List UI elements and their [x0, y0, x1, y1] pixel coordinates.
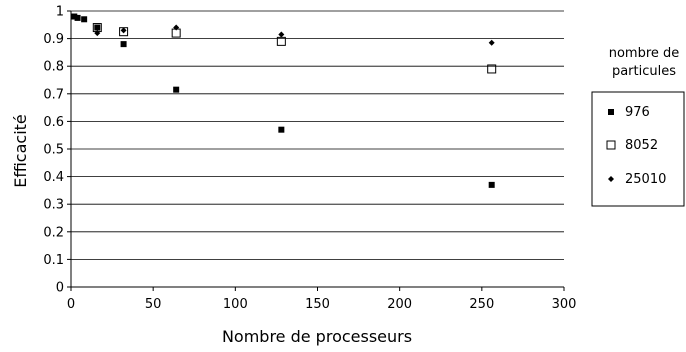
data-point-25010: [120, 27, 127, 34]
y-tick-label: 0.2: [43, 225, 64, 240]
y-tick-label: 0.3: [43, 198, 64, 213]
x-tick-label: 0: [67, 297, 75, 312]
y-axis-title: Efficacité: [11, 114, 30, 188]
data-point-25010: [488, 39, 495, 46]
data-point-976: [278, 126, 285, 133]
y-tick-label: 0.6: [43, 115, 64, 130]
data-point-8052: [487, 64, 497, 74]
x-tick-label: 200: [387, 297, 412, 312]
legend-label: 976: [625, 105, 650, 120]
data-point-976: [81, 16, 88, 23]
data-point-25010: [173, 24, 180, 31]
data-point-976: [120, 41, 127, 48]
y-tick-label: 0.1: [43, 253, 64, 268]
x-tick-label: 50: [145, 297, 162, 312]
gridlines: [71, 10, 564, 260]
x-axis-title: Nombre de processeurs: [222, 327, 412, 346]
legend-title-line-1: nombre de: [609, 46, 680, 61]
data-point-976: [94, 24, 101, 31]
data-point-976: [74, 14, 81, 21]
y-tick-label: 0.7: [43, 87, 64, 102]
x-tick-label: 150: [305, 297, 330, 312]
y-tick-label: 1: [56, 5, 64, 20]
data-points: [71, 13, 497, 188]
legend: 976 8052 25010: [591, 91, 685, 207]
y-tick-label: 0.8: [43, 60, 64, 75]
x-tick-label: 250: [469, 297, 494, 312]
y-tick-label: 0.9: [43, 32, 64, 47]
data-point-976: [488, 181, 495, 188]
data-point-25010: [94, 30, 101, 37]
axes: [67, 10, 565, 291]
x-tick-label: 300: [552, 297, 577, 312]
data-point-976: [173, 86, 180, 93]
data-point-25010: [278, 31, 285, 38]
legend-marker-8052: [606, 140, 616, 150]
legend-label: 8052: [625, 138, 658, 153]
legend-marker-25010: [608, 176, 614, 182]
y-tick-label: 0.5: [43, 143, 64, 158]
x-tick-label: 100: [223, 297, 248, 312]
y-tick-label: 0: [56, 281, 64, 296]
legend-title-line-2: particules: [612, 64, 676, 79]
y-tick-label: 0.4: [43, 170, 64, 185]
data-point-976: [71, 13, 78, 20]
legend-label: 25010: [625, 172, 666, 187]
tick-labels: 0 0.1 0.2 0.3 0.4 0.5 0.6 0.7 0.8 0.9 1 0 50 100 150 20…: [43, 5, 576, 313]
legend-marker-976: [608, 109, 614, 115]
